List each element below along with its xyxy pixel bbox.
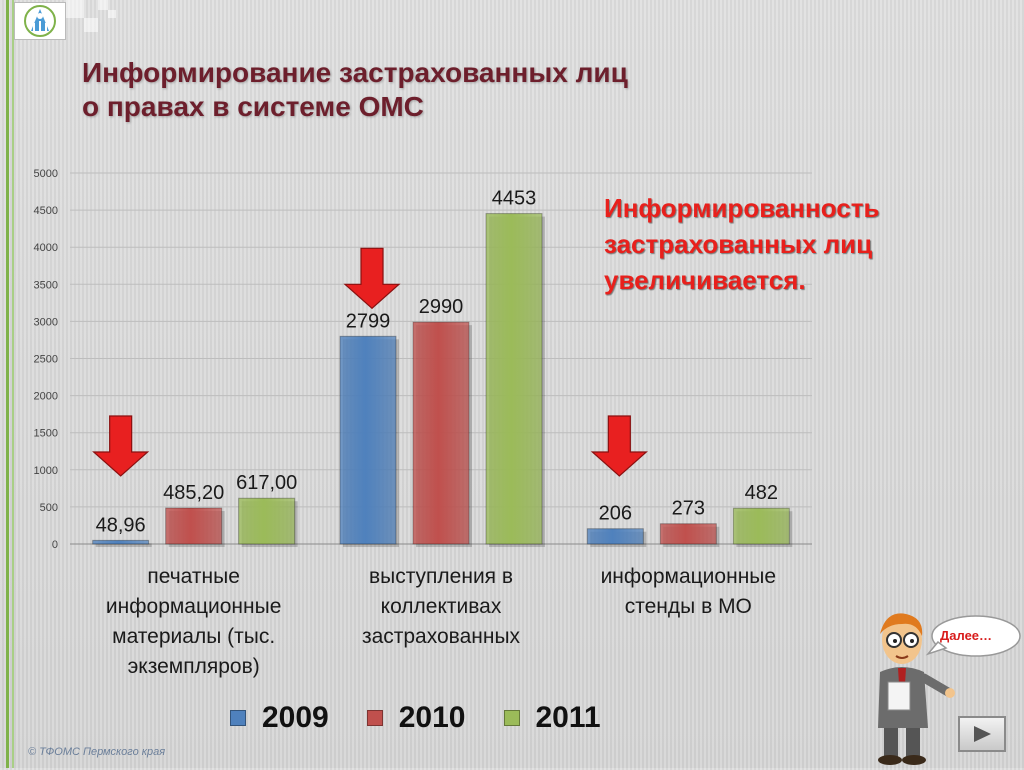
legend-swatch-2011	[503, 710, 520, 726]
chart-legend: 2009 2010 2011	[230, 701, 639, 735]
category-label-2: выступления в коллективах застрахованных	[321, 562, 561, 652]
down-arrow-icon	[590, 415, 648, 477]
category-label-line: стенды в МО	[624, 595, 752, 618]
category-label-line: печатные	[147, 565, 240, 588]
y-tick-label-500: 500	[40, 502, 58, 514]
bar-2010-cat2	[412, 321, 470, 545]
speech-bubble-text: Далее…	[940, 628, 993, 643]
y-tick-label-4500: 4500	[34, 205, 58, 217]
category-label-line: информационные	[105, 595, 282, 618]
category-label-line: информационные	[600, 565, 777, 588]
title-line-1: Информирование застрахованных лиц	[82, 57, 628, 88]
data-label-2010-cat1: 485,20	[163, 482, 224, 504]
category-label-line: застрахованных	[361, 625, 521, 648]
bar-2010-cat1	[165, 507, 223, 545]
bar-2011-cat2	[485, 213, 543, 545]
bar-shadow	[95, 543, 152, 547]
legend-swatch-2010	[366, 710, 383, 726]
y-tick-label-1000: 1000	[34, 465, 58, 477]
y-tick-label-4000: 4000	[34, 242, 58, 254]
category-label-3: информационные стенды в МО	[568, 562, 808, 622]
legend-item-2011: 2011	[503, 701, 601, 735]
y-tick-label-3000: 3000	[34, 316, 58, 328]
category-label-line: материалы (тыс.	[112, 625, 276, 648]
down-arrow-icon	[92, 415, 150, 477]
callout-line-2: застрахованных лиц	[604, 229, 873, 259]
category-label-line: экземпляров)	[127, 655, 260, 678]
bar-2011-cat3	[732, 507, 790, 545]
y-tick-label-3500: 3500	[34, 279, 58, 291]
data-label-2010-cat3: 273	[672, 498, 705, 520]
legend-label-2011: 2011	[535, 701, 601, 734]
copyright-text: © ТФОМС Пермского края	[28, 746, 166, 758]
down-arrow-icon	[343, 247, 401, 310]
data-label-2011-cat3: 482	[745, 482, 778, 504]
data-label-2010-cat2: 2990	[419, 296, 464, 318]
y-tick-label-5000: 5000	[34, 168, 58, 180]
bar-2009-cat3	[586, 528, 644, 545]
callout-line-1: Информированность	[604, 193, 880, 223]
play-triangle-icon	[974, 726, 991, 742]
data-label-2011-cat1: 617,00	[236, 472, 297, 494]
legend-label-2009: 2009	[262, 701, 329, 734]
bar-2010-cat3	[659, 523, 717, 545]
bar-2009-cat1	[92, 539, 150, 545]
data-label-2009-cat2: 2799	[346, 310, 391, 332]
speech-bubble	[925, 615, 1021, 657]
legend-swatch-2009	[230, 710, 246, 726]
legend-item-2009: 2009	[230, 701, 329, 735]
y-tick-label-0: 0	[52, 539, 58, 551]
y-tick-label-1500: 1500	[34, 428, 58, 440]
bar-2011-cat1	[238, 497, 296, 545]
legend-item-2010: 2010	[366, 701, 466, 735]
page-title: Информирование застрахованных лиц о прав…	[82, 56, 628, 124]
left-accent-bar	[6, 0, 9, 768]
data-label-2011-cat2: 4453	[492, 188, 537, 210]
next-slide-button[interactable]	[958, 716, 1006, 752]
presenter-mascot-icon	[866, 600, 956, 770]
bar-2009-cat2	[339, 335, 397, 545]
category-label-1: печатные информационные материалы (тыс. экз…	[74, 562, 314, 682]
data-label-2009-cat1: 48,96	[96, 514, 146, 536]
y-tick-label-2500: 2500	[34, 354, 58, 366]
callout-line-3: увеличивается.	[604, 265, 806, 295]
category-label-line: коллективах	[380, 595, 502, 618]
left-accent-bar-thin	[12, 0, 14, 768]
y-tick-label-2000: 2000	[34, 391, 58, 403]
title-line-2: о правах в системе ОМС	[82, 91, 424, 122]
category-label-line: выступления в	[368, 565, 514, 588]
callout-text: Информированность застрахованных лиц уве…	[604, 190, 984, 298]
data-label-2009-cat3: 206	[599, 503, 632, 525]
tfoms-logo-icon	[14, 2, 66, 40]
legend-label-2010: 2010	[398, 701, 466, 734]
